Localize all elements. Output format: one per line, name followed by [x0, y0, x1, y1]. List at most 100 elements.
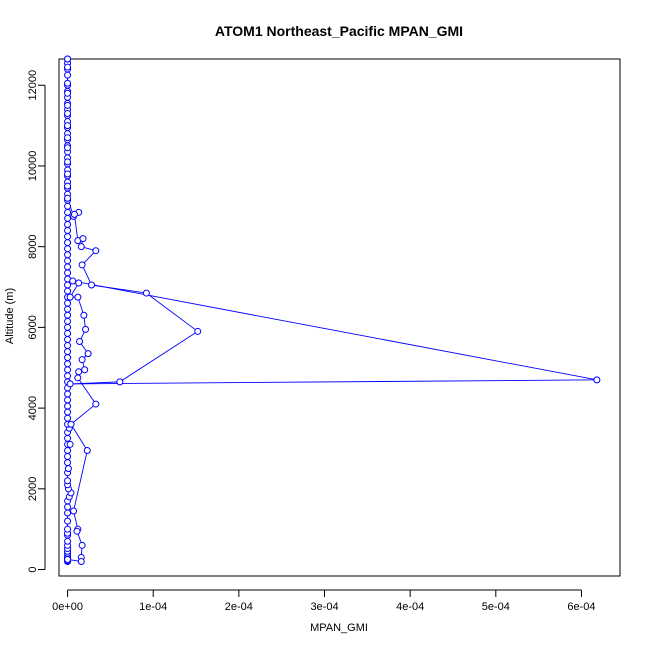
chart-title: ATOM1 Northeast_Pacific MPAN_GMI	[215, 23, 463, 39]
data-point	[74, 374, 82, 382]
series-layer	[64, 55, 601, 565]
data-point	[64, 101, 72, 109]
series-segment	[73, 450, 88, 512]
data-point	[83, 446, 91, 454]
series-segment	[119, 331, 198, 383]
data-point	[64, 299, 72, 307]
series-segment	[77, 377, 97, 405]
data-point	[64, 305, 72, 313]
y-tick-label: 4000	[27, 396, 39, 420]
data-point	[75, 368, 83, 376]
data-point	[79, 235, 87, 243]
data-point	[77, 557, 85, 565]
y-tick-label: 6000	[27, 315, 39, 339]
data-point	[81, 366, 89, 374]
x-tick-label: 3e-04	[310, 601, 338, 613]
data-point	[64, 134, 72, 142]
data-point	[64, 79, 72, 87]
data-point	[64, 402, 72, 410]
data-point	[64, 251, 72, 259]
data-point	[66, 440, 74, 448]
y-tick-label: 0	[27, 566, 39, 572]
plot-frame	[58, 58, 621, 577]
data-point	[64, 509, 72, 517]
data-point	[64, 360, 72, 368]
data-point	[64, 503, 72, 511]
data-point	[74, 293, 82, 301]
y-tick-label: 8000	[27, 234, 39, 258]
y-tick-label: 10000	[27, 151, 39, 182]
data-point	[64, 287, 72, 295]
data-point	[64, 182, 72, 190]
x-tick-label: 6e-04	[567, 601, 595, 613]
data-point	[92, 400, 100, 408]
data-point	[64, 446, 72, 454]
data-point	[64, 372, 72, 380]
y-tick-label: 2000	[27, 477, 39, 501]
series-segment	[72, 280, 597, 381]
data-point	[593, 376, 601, 384]
data-point	[64, 239, 72, 247]
data-point	[64, 89, 72, 97]
data-point	[64, 396, 72, 404]
data-point	[64, 517, 72, 525]
data-point	[64, 342, 72, 350]
series-segment	[70, 424, 88, 451]
data-point	[64, 158, 72, 166]
data-point	[64, 257, 72, 265]
data-point	[82, 325, 90, 333]
data-point	[64, 55, 72, 63]
data-point	[64, 414, 72, 422]
x-axis-label: MPAN_GMI	[310, 622, 368, 634]
data-point	[75, 279, 83, 287]
data-point	[64, 459, 72, 467]
data-point	[64, 453, 72, 461]
data-point	[88, 281, 96, 289]
data-point	[64, 408, 72, 416]
data-point	[64, 71, 72, 79]
data-point	[80, 311, 88, 319]
data-point	[67, 420, 75, 428]
y-axis-label: Altitude (m)	[4, 288, 16, 344]
data-point	[76, 338, 84, 346]
data-point	[64, 245, 72, 253]
data-point	[70, 507, 78, 515]
series-segment	[81, 264, 92, 286]
y-tick-label: 12000	[27, 70, 39, 101]
data-point	[64, 208, 72, 216]
data-point	[66, 380, 74, 388]
data-point	[64, 233, 72, 241]
data-point	[78, 261, 86, 269]
data-point	[64, 214, 72, 222]
data-point	[66, 293, 74, 301]
x-tick-label: 5e-04	[482, 601, 510, 613]
x-tick-label: 0e+00	[52, 601, 83, 613]
data-point	[64, 109, 72, 117]
data-point	[84, 350, 92, 358]
data-point	[64, 220, 72, 228]
data-point	[64, 311, 72, 319]
data-point	[64, 366, 72, 374]
y-axis: 0 2000 4000 6000 8000 10000 12000	[27, 70, 46, 573]
data-point	[64, 434, 72, 442]
x-tick-label: 2e-04	[225, 601, 253, 613]
data-point	[64, 555, 72, 563]
data-point	[116, 378, 124, 386]
data-point	[64, 329, 72, 337]
data-point	[73, 527, 81, 535]
data-point	[64, 227, 72, 235]
series-segment	[70, 379, 597, 385]
data-point	[64, 144, 72, 152]
x-tick-label: 1e-04	[139, 601, 167, 613]
data-point	[78, 541, 86, 549]
data-point	[64, 269, 72, 277]
data-point	[64, 323, 72, 331]
series-segment	[146, 292, 199, 332]
x-axis: 0e+00 1e-04 2e-04 3e-04 4e-04 5e-04 6e-04	[52, 589, 596, 613]
data-point	[64, 525, 72, 533]
data-point	[64, 354, 72, 362]
data-point	[64, 122, 72, 130]
data-point	[64, 335, 72, 343]
data-point	[64, 202, 72, 210]
data-point	[64, 63, 72, 71]
